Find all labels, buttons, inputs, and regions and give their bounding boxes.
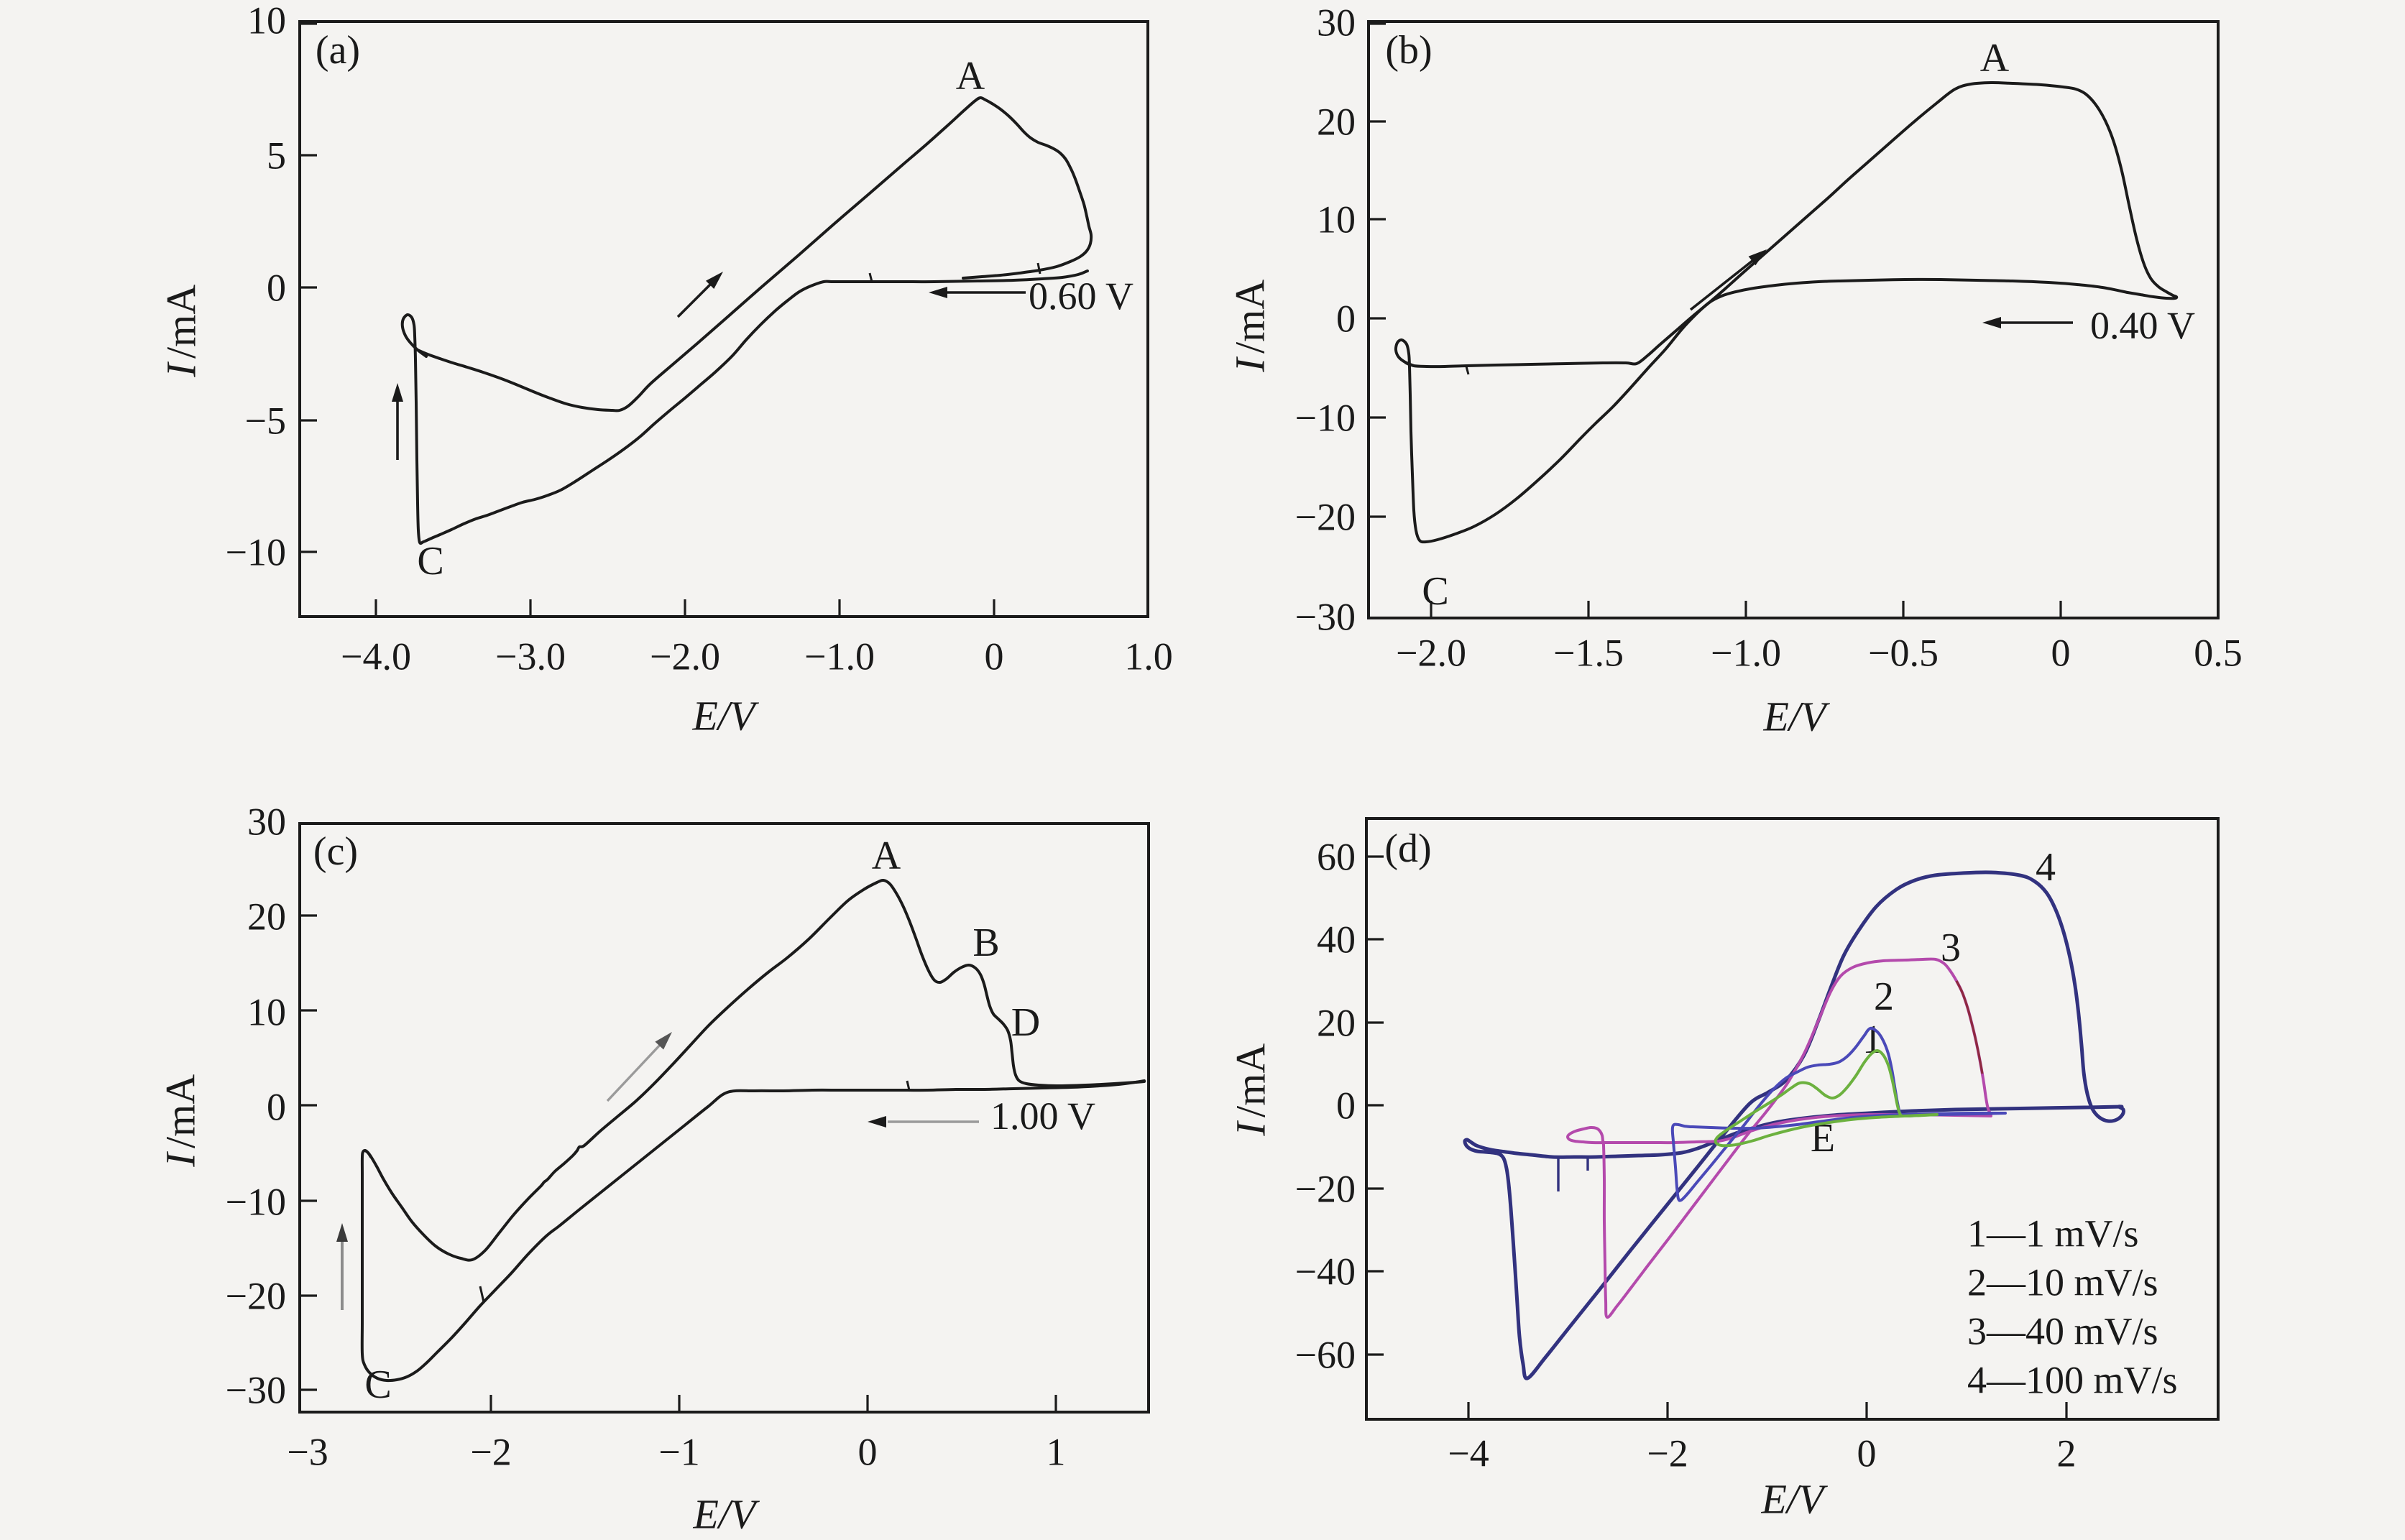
svg-text:(c): (c) xyxy=(313,829,358,874)
svg-text:A: A xyxy=(956,54,985,98)
svg-text:/mA: /mA xyxy=(158,285,205,359)
svg-text:−40: −40 xyxy=(1295,1250,1356,1293)
svg-text:10: 10 xyxy=(247,0,286,42)
svg-text:20: 20 xyxy=(247,895,286,938)
svg-text:10: 10 xyxy=(247,990,286,1033)
svg-text:5: 5 xyxy=(267,134,286,177)
svg-text:20: 20 xyxy=(1317,100,1356,143)
svg-text:−20: −20 xyxy=(1295,1167,1356,1210)
svg-text:30: 30 xyxy=(247,800,286,843)
svg-text:−3: −3 xyxy=(287,1430,328,1473)
svg-text:60: 60 xyxy=(1317,835,1356,878)
svg-text:I: I xyxy=(1228,1120,1274,1137)
svg-text:(b): (b) xyxy=(1385,28,1432,73)
svg-text:D: D xyxy=(1011,1000,1040,1045)
svg-text:A: A xyxy=(872,834,901,878)
svg-text:0.5: 0.5 xyxy=(2194,631,2243,674)
svg-text:0: 0 xyxy=(1336,1084,1356,1127)
svg-text:3—40 mV/s: 3—40 mV/s xyxy=(1967,1309,2158,1352)
svg-text:E/V: E/V xyxy=(1761,1476,1829,1523)
svg-text:−2: −2 xyxy=(1647,1431,1688,1475)
svg-text:−10: −10 xyxy=(226,530,286,573)
svg-text:/mA: /mA xyxy=(157,1074,204,1148)
svg-text:−2: −2 xyxy=(470,1430,511,1473)
svg-text:/mA: /mA xyxy=(1227,280,1274,354)
svg-text:−1.0: −1.0 xyxy=(804,635,875,678)
svg-text:C: C xyxy=(417,539,443,584)
svg-text:B: B xyxy=(972,921,999,965)
svg-text:I: I xyxy=(1227,356,1274,373)
svg-text:/mA: /mA xyxy=(1228,1043,1274,1117)
svg-text:2: 2 xyxy=(2057,1431,2077,1475)
svg-text:−0.5: −0.5 xyxy=(1868,631,1939,674)
svg-text:1.00 V: 1.00 V xyxy=(990,1094,1095,1138)
svg-text:−10: −10 xyxy=(226,1180,286,1223)
svg-text:1: 1 xyxy=(1862,1018,1882,1062)
svg-text:−4.0: −4.0 xyxy=(341,635,411,678)
svg-text:C: C xyxy=(364,1363,391,1407)
svg-text:1: 1 xyxy=(1047,1430,1066,1473)
svg-text:−2.0: −2.0 xyxy=(1396,631,1466,674)
svg-text:−20: −20 xyxy=(226,1274,286,1317)
svg-text:(d): (d) xyxy=(1384,826,1431,871)
svg-text:4—100 mV/s: 4—100 mV/s xyxy=(1967,1358,2178,1401)
svg-text:−2.0: −2.0 xyxy=(650,635,720,678)
svg-text:0: 0 xyxy=(985,635,1004,678)
svg-text:−3.0: −3.0 xyxy=(495,635,566,678)
svg-text:0: 0 xyxy=(1857,1431,1877,1475)
svg-text:−1: −1 xyxy=(658,1430,699,1473)
svg-text:E/V: E/V xyxy=(692,693,760,739)
svg-text:−10: −10 xyxy=(1295,396,1356,439)
svg-text:0: 0 xyxy=(267,266,286,309)
svg-text:0.60 V: 0.60 V xyxy=(1029,275,1133,318)
svg-text:−1.5: −1.5 xyxy=(1553,631,1624,674)
svg-text:0: 0 xyxy=(858,1430,878,1473)
svg-text:0: 0 xyxy=(1336,297,1356,340)
svg-text:0.40 V: 0.40 V xyxy=(2090,304,2195,347)
svg-text:20: 20 xyxy=(1317,1001,1356,1044)
svg-text:2: 2 xyxy=(1874,974,1894,1019)
svg-text:I: I xyxy=(158,361,205,378)
svg-text:−4: −4 xyxy=(1448,1431,1489,1475)
svg-text:−60: −60 xyxy=(1295,1333,1356,1376)
svg-text:40: 40 xyxy=(1317,918,1356,961)
svg-text:E/V: E/V xyxy=(693,1491,761,1538)
svg-text:−30: −30 xyxy=(226,1368,286,1411)
svg-text:A: A xyxy=(1980,36,2010,80)
svg-text:0: 0 xyxy=(2051,631,2071,674)
svg-text:−20: −20 xyxy=(1295,495,1356,538)
svg-text:10: 10 xyxy=(1317,198,1356,241)
svg-text:C: C xyxy=(1422,569,1448,614)
svg-text:I: I xyxy=(157,1151,204,1168)
svg-text:30: 30 xyxy=(1317,1,1356,44)
svg-text:1.0: 1.0 xyxy=(1124,635,1173,678)
svg-text:0: 0 xyxy=(267,1085,286,1128)
svg-text:1—1 mV/s: 1—1 mV/s xyxy=(1967,1212,2139,1255)
svg-text:−5: −5 xyxy=(245,399,286,442)
svg-text:(a): (a) xyxy=(316,28,360,73)
svg-text:−1.0: −1.0 xyxy=(1711,631,1781,674)
svg-text:−30: −30 xyxy=(1295,595,1356,638)
svg-text:2—10 mV/s: 2—10 mV/s xyxy=(1967,1260,2158,1304)
svg-text:4: 4 xyxy=(2036,845,2056,890)
svg-text:E/V: E/V xyxy=(1763,693,1831,740)
